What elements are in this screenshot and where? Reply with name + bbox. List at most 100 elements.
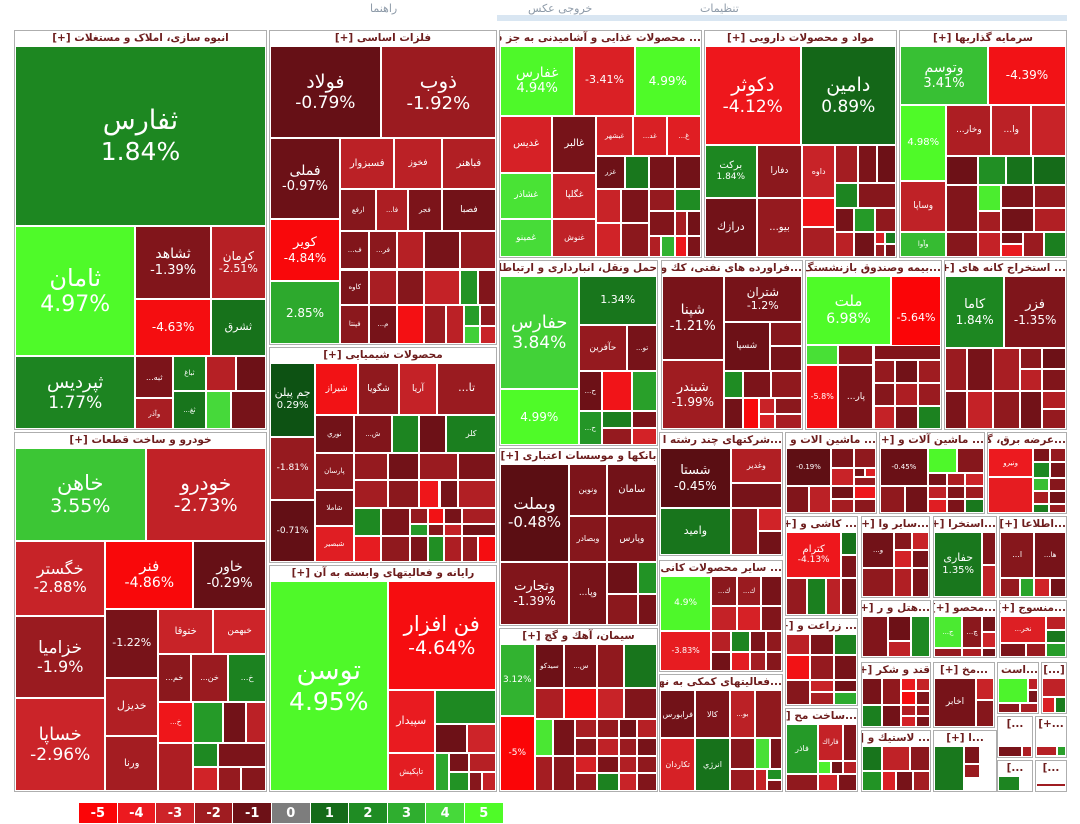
stock-tile-بو[interactable]: بو... [729, 690, 756, 739]
stock-tile[interactable] [915, 715, 930, 727]
stock-tile[interactable] [833, 692, 857, 705]
stock-tile-کرمان[interactable]: کرمان -2.51% [210, 226, 266, 299]
stock-tile[interactable] [810, 655, 834, 681]
stock-tile-س[interactable]: س... [564, 644, 598, 689]
sector-title-bank[interactable]: بانکها و موسسات اعتباری [+] [500, 449, 657, 464]
stock-tile[interactable] [918, 383, 941, 407]
stock-tile[interactable] [648, 155, 675, 190]
stock-tile[interactable] [895, 406, 919, 429]
stock-tile[interactable] [730, 631, 751, 652]
stock-tile-خودرو[interactable]: خودرو -2.73% [145, 448, 266, 541]
stock-tile[interactable] [862, 746, 883, 771]
stock-tile-خ[interactable]: خ... [158, 701, 194, 743]
stock-tile[interactable] [786, 485, 810, 513]
stock-tile[interactable] [755, 690, 782, 739]
stock-tile[interactable] [786, 655, 811, 681]
stock-tile[interactable] [1057, 745, 1066, 756]
stock-tile[interactable] [978, 185, 1002, 211]
stock-tile[interactable] [775, 398, 802, 414]
stock-tile[interactable] [761, 576, 782, 607]
stock-tile[interactable] [873, 344, 941, 361]
stock-tile[interactable] [1020, 390, 1042, 429]
stock-tile-فزر[interactable]: فزر -1.35% [1004, 276, 1066, 348]
stock-tile-خزامیا[interactable]: خزامیا -1.9% [15, 616, 106, 699]
stock-tile-ك[interactable]: ك... [711, 576, 737, 607]
stock-tile[interactable] [982, 647, 996, 657]
stock-tile[interactable] [841, 532, 857, 556]
sector-title-haml[interactable]: حمل ونقل، انبارداری و ارتباطات [+] [500, 261, 657, 276]
stock-tile-ف[interactable]: ف... [340, 230, 370, 270]
stock-tile[interactable] [927, 448, 957, 473]
stock-tile[interactable] [480, 305, 496, 327]
stock-tile[interactable] [834, 183, 858, 209]
stock-tile-ختوقا[interactable]: ختوقا [158, 609, 214, 654]
stock-tile-فاراك[interactable]: فاراك [817, 724, 843, 761]
stock-tile-کاما[interactable]: کاما 1.84% [945, 276, 1005, 348]
stock-tile-فخوز[interactable]: فخوز [394, 138, 442, 190]
stock-tile-فپنتا[interactable]: فپنتا [340, 305, 370, 344]
stock-tile-ح[interactable]: ح... [578, 370, 603, 412]
stock-tile[interactable] [876, 145, 896, 184]
stock-tile[interactable] [857, 183, 896, 209]
stock-tile[interactable] [1020, 369, 1042, 391]
stock-tile-تو[interactable]: تو... [627, 325, 657, 371]
stock-tile-دفارا[interactable]: دفارا [756, 145, 803, 198]
stock-tile[interactable] [410, 536, 429, 562]
stock-tile-ونوین[interactable]: ونوین [569, 464, 607, 516]
stock-tile[interactable] [624, 644, 657, 689]
stock-tile[interactable] [946, 499, 966, 513]
stock-tile-فر[interactable]: فر... [369, 230, 397, 270]
stock-tile[interactable] [1028, 678, 1038, 691]
stock-tile[interactable] [620, 223, 649, 257]
stock-tile[interactable] [915, 678, 930, 692]
stock-tile[interactable] [895, 383, 919, 407]
stock-tile[interactable] [825, 577, 842, 615]
stock-tile[interactable]: -3.41% [574, 46, 635, 116]
sector-title-rayaneh[interactable]: رایانه و فعالیتهای وابسته به آن [+] [270, 566, 496, 581]
stock-tile-وساپا[interactable]: وساپا [900, 181, 947, 232]
stock-tile-کلر[interactable]: کلر [446, 414, 496, 453]
stock-tile[interactable] [802, 197, 835, 228]
stock-tile[interactable] [1042, 697, 1056, 713]
stock-tile[interactable] [1034, 577, 1051, 597]
stock-tile[interactable]: 2.85% [270, 281, 341, 344]
stock-tile[interactable] [873, 383, 896, 407]
sector-title-sayerva[interactable]: ...سایر وا [+] [862, 517, 929, 532]
stock-tile[interactable] [444, 508, 463, 525]
stock-tile[interactable] [674, 189, 701, 211]
stock-tile[interactable] [946, 485, 966, 500]
stock-tile[interactable] [636, 718, 657, 739]
stock-tile[interactable] [1033, 477, 1049, 491]
stock-tile[interactable] [882, 770, 896, 791]
sector-title-shimiaei[interactable]: محصولات شیمیایی [+] [270, 348, 496, 363]
stock-tile[interactable] [468, 772, 483, 791]
stock-tile[interactable] [1046, 616, 1066, 631]
stock-tile[interactable] [1020, 702, 1038, 713]
stock-tile[interactable]: -0.45% [880, 448, 928, 486]
stock-tile-وبملت[interactable]: وبملت -0.48% [500, 464, 570, 563]
stock-tile[interactable] [1034, 208, 1066, 232]
stock-tile[interactable]: 3.12% [500, 644, 535, 717]
stock-tile[interactable] [882, 704, 902, 727]
stock-tile[interactable] [448, 753, 469, 773]
stock-tile[interactable] [1032, 155, 1066, 186]
stock-tile-ش[interactable]: ش... [353, 414, 393, 453]
stock-tile[interactable] [966, 347, 994, 391]
stock-tile[interactable] [786, 577, 808, 615]
stock-tile[interactable] [235, 356, 266, 391]
stock-tile-خن[interactable]: خن... [190, 653, 229, 702]
sector-title-mokh[interactable]: ...مخ [+] [934, 663, 994, 678]
stock-tile-ورنا[interactable]: ورنا [105, 736, 159, 791]
stock-tile[interactable] [428, 524, 444, 537]
stock-tile[interactable] [674, 155, 701, 190]
stock-tile[interactable] [993, 347, 1020, 391]
stock-tile-سیدکو[interactable]: سیدکو [534, 644, 565, 689]
stock-tile[interactable] [205, 390, 231, 429]
stock-tile-غ[interactable]: غ... [666, 115, 701, 156]
stock-tile-نوري[interactable]: نوري [315, 414, 354, 453]
stock-tile[interactable] [597, 688, 625, 719]
stock-tile[interactable]: -3.83% [660, 631, 712, 671]
sector-title-miniB[interactable]: [... [998, 717, 1032, 732]
stock-tile[interactable] [873, 360, 896, 384]
stock-tile[interactable] [807, 577, 826, 615]
